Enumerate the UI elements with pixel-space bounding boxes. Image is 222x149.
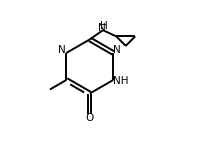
Text: NH: NH [113, 76, 129, 86]
Text: N: N [113, 45, 121, 55]
Text: O: O [86, 113, 94, 123]
Text: H: H [100, 21, 108, 31]
Text: N: N [98, 23, 106, 33]
Text: N: N [58, 45, 66, 55]
